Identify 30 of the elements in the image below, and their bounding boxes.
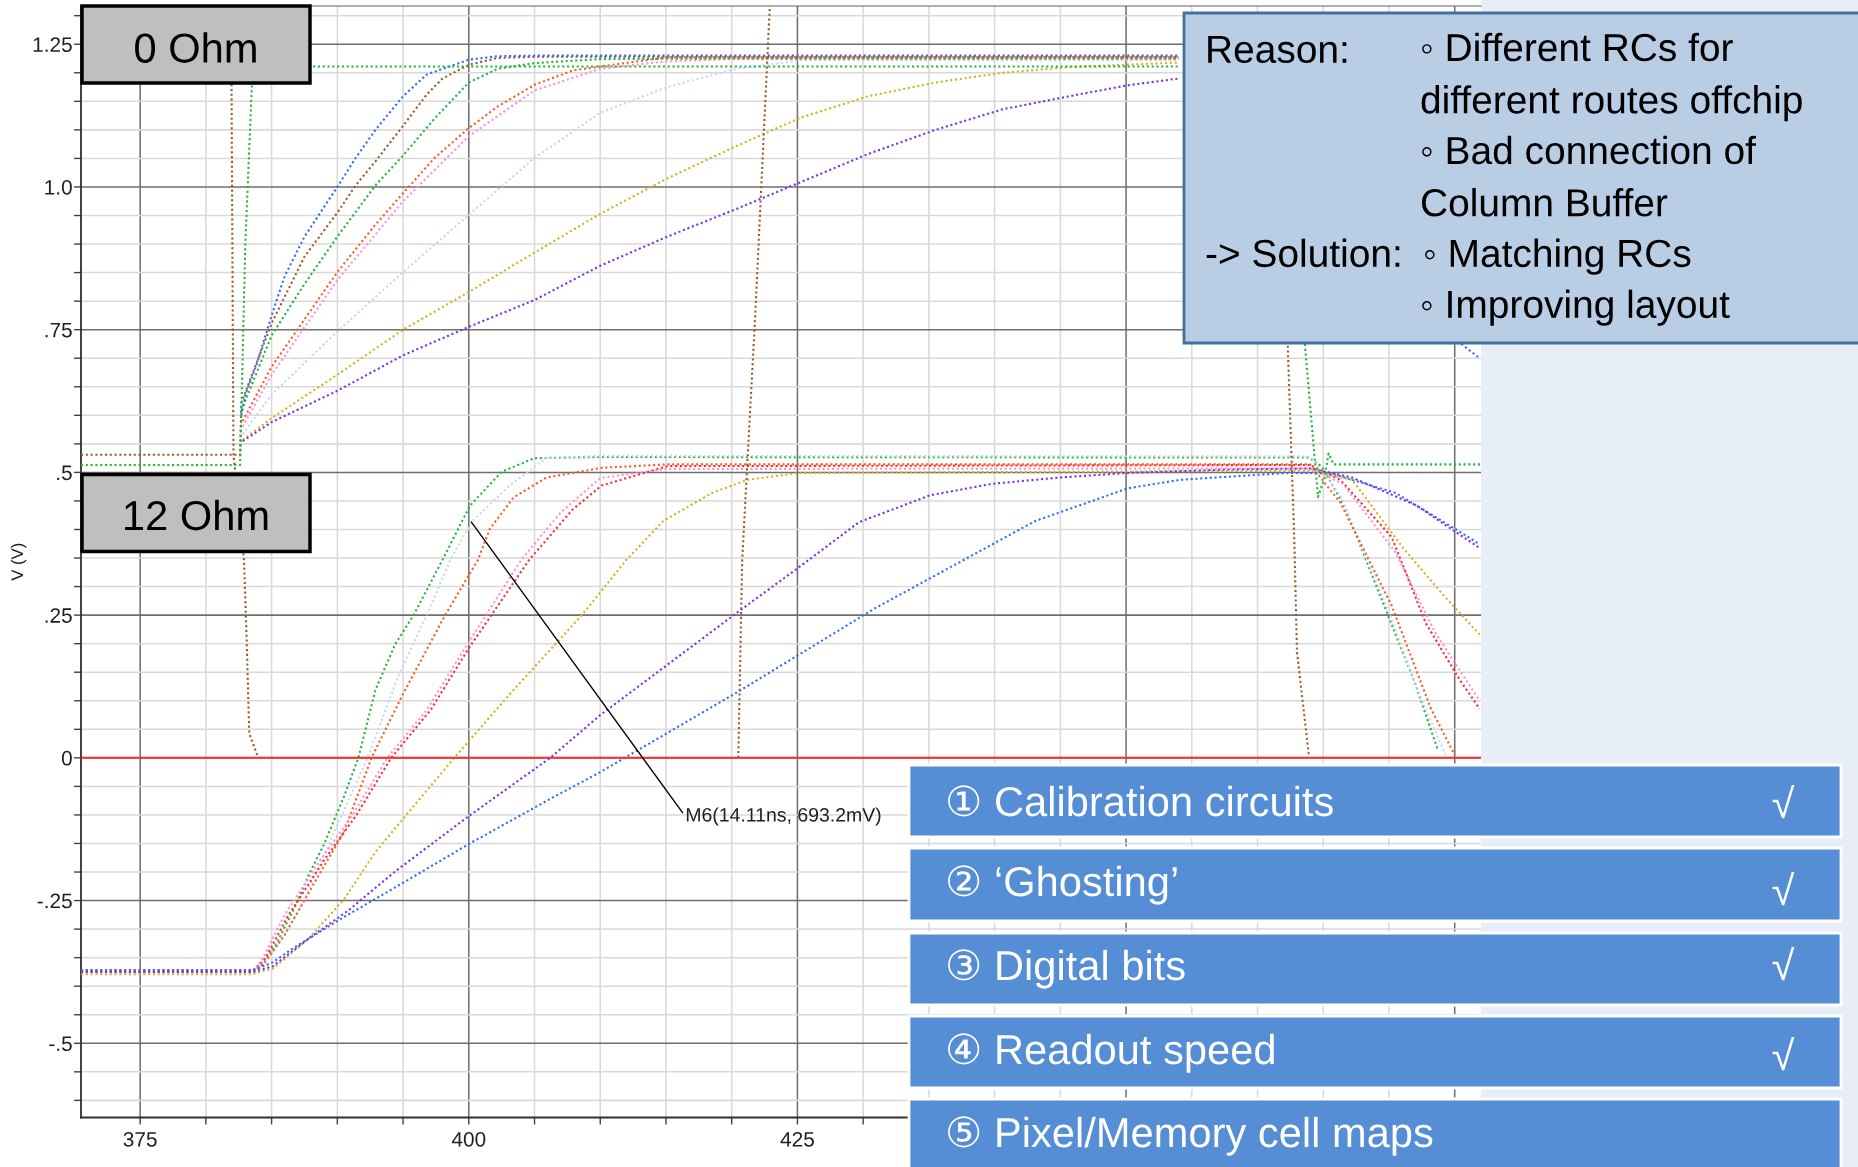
annotation: ④ Readout speed [948,1033,1274,1073]
annotation: M6(14.11ns, 693.2mV) [686,807,881,826]
y-tick-label: .5 [57,465,72,481]
x-tick-label: 375 [123,1131,157,1147]
annotation: ① Calibration circuits [948,785,1333,817]
text: √ [1772,785,1795,819]
annotation: ◦ Different RCs for different routes offchip [1421,32,1802,122]
annotation: ⑤ Pixel/Memory cell maps [948,1116,1433,1156]
y-tick-label: .25 [45,608,72,623]
annotation: ◦ Bad connection of Column Buffer [1421,135,1756,217]
text: √ [1772,947,1795,981]
y-tick-label: -.25 [37,893,72,909]
annotation: ◦ Matching RCs [1425,238,1691,275]
text: √ [1772,1037,1795,1071]
y-axis-title: V (V) [10,543,27,581]
annotation: ③ Digital bits [948,949,1185,989]
annotation: ② ‘Ghosting’ [948,865,1177,905]
annotation: Reason: [1208,35,1347,64]
annotation: 12 Ohm [125,499,268,531]
x-tick-label: 400 [451,1131,486,1147]
x-tick-label: 425 [780,1131,814,1147]
annotation: ◦ Improving layout [1422,289,1730,326]
annotation: 0 Ohm [135,32,256,63]
y-tick-label: 1.0 [45,179,72,195]
y-tick-label: 1.25 [33,37,72,52]
annotation: -> Solution: [1206,238,1400,268]
y-tick-label: 0 [61,750,72,766]
y-tick-label: .75 [45,322,72,338]
text: √ [1772,872,1795,906]
y-tick-label: -.5 [49,1036,72,1052]
